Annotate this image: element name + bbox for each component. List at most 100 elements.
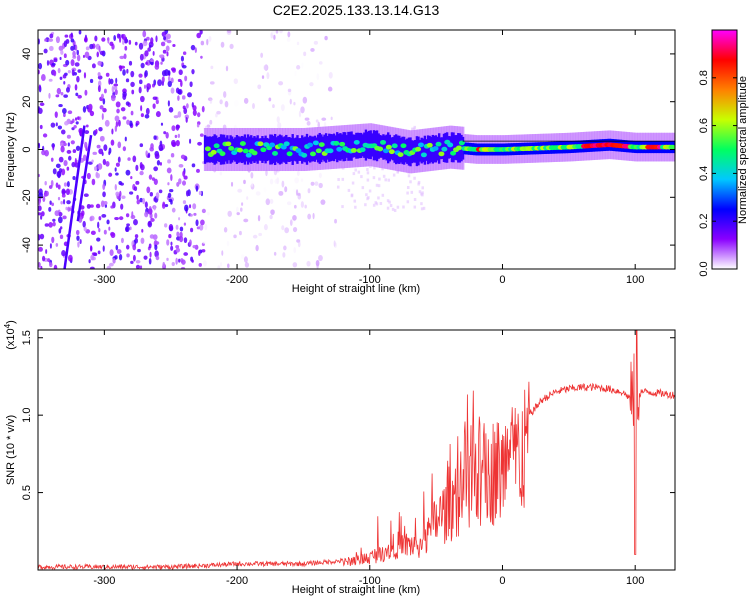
heatmap-cell <box>135 264 141 269</box>
ridge-band <box>358 132 361 159</box>
heatmap-cell <box>144 211 149 218</box>
heatmap-cell <box>192 244 197 249</box>
heatmap-cell <box>194 47 197 53</box>
heatmap-cell <box>44 38 47 42</box>
heatmap-cell <box>56 170 62 178</box>
heatmap-cell <box>263 224 268 231</box>
heatmap-cell <box>279 30 283 34</box>
heatmap-cell <box>148 257 152 265</box>
heatmap-cell <box>202 240 207 245</box>
heatmap-cell <box>101 213 107 218</box>
heatmap-cell <box>97 250 101 255</box>
heatmap-cell <box>49 200 52 205</box>
heatmap-cell <box>126 119 130 125</box>
heatmap-cell <box>86 203 91 209</box>
heatmap-cell <box>178 178 182 185</box>
heatmap-cell <box>96 144 101 149</box>
ridge-core <box>309 151 316 157</box>
heatmap-cell <box>68 155 72 161</box>
heatmap-cell <box>184 204 189 212</box>
heatmap-cell <box>145 61 148 65</box>
heatmap-cell <box>159 162 162 166</box>
heatmap-cell <box>90 230 96 236</box>
ridge-core <box>333 140 340 146</box>
heatmap-cell <box>168 107 174 113</box>
heatmap-cell <box>39 124 43 130</box>
colorbar-frame <box>711 29 738 270</box>
ridge-band <box>270 134 274 165</box>
heatmap-cell <box>280 104 285 112</box>
heatmap-cell <box>71 69 75 76</box>
heatmap-cell <box>240 207 243 212</box>
heatmap-cell <box>46 59 50 66</box>
heatmap-cell <box>97 163 103 170</box>
heatmap-cell <box>199 224 204 231</box>
heatmap-cell <box>98 216 102 221</box>
heatmap-cell <box>52 144 55 151</box>
heatmap-cell <box>63 112 66 118</box>
heatmap-cell <box>320 199 326 205</box>
ridge-band <box>213 134 216 165</box>
heatmap-cell <box>59 142 65 147</box>
ridge-band <box>355 132 358 159</box>
heatmap-cell <box>237 188 243 193</box>
heatmap-cell <box>354 168 357 172</box>
heatmap-cell <box>126 223 130 227</box>
heatmap-cell <box>88 103 93 111</box>
heatmap-cell <box>158 189 163 194</box>
heatmap-cell <box>48 207 52 212</box>
heatmap-cell <box>243 218 249 223</box>
colorbar-tick-label: 0.6 <box>698 118 710 133</box>
heatmap-cell <box>72 50 76 57</box>
heatmap-cell <box>147 208 153 215</box>
heatmap-cell <box>396 205 400 209</box>
heatmap-cell <box>129 226 132 231</box>
heatmap-cell <box>151 177 156 181</box>
heatmap-cell <box>94 166 98 171</box>
heatmap-cell <box>87 161 93 165</box>
heatmap-cell <box>89 245 93 252</box>
heatmap-cell <box>265 198 271 206</box>
heatmap-cell <box>199 30 203 35</box>
x-tick-label: -200 <box>226 575 248 587</box>
heatmap-cell <box>65 59 70 66</box>
heatmap-cell <box>72 176 76 181</box>
ridge-core <box>225 141 232 147</box>
ridge-core <box>239 141 246 146</box>
heatmap-cell <box>77 69 82 73</box>
heatmap-cell <box>386 199 390 203</box>
heatmap-cell <box>177 111 182 118</box>
heatmap-cell <box>375 202 379 206</box>
heatmap-cell <box>281 225 285 231</box>
heatmap-cell <box>210 65 214 70</box>
heatmap-cell <box>38 143 41 149</box>
heatmap-cell <box>165 45 170 52</box>
ridge-core <box>251 150 258 156</box>
ridge-band <box>280 135 283 164</box>
heatmap-cell <box>269 178 274 185</box>
heatmap-cell <box>48 221 53 228</box>
heatmap-cell <box>60 145 65 153</box>
heatmap-cell <box>63 80 66 85</box>
heatmap-cell <box>89 266 95 269</box>
ridge-core <box>382 148 389 154</box>
heatmap-cell <box>44 181 47 186</box>
heatmap-cell <box>114 167 117 172</box>
heatmap-cell <box>78 30 82 35</box>
heatmap-cell <box>110 205 114 209</box>
heatmap-cell <box>216 110 221 115</box>
heatmap-cell <box>189 138 192 144</box>
heatmap-cell <box>316 73 320 80</box>
heatmap-cell <box>293 204 297 209</box>
heatmap-cell <box>40 211 45 217</box>
heatmap-cell <box>67 206 71 212</box>
ridge-band <box>307 137 310 162</box>
heatmap-cell <box>324 35 328 41</box>
heatmap-cell <box>54 210 60 217</box>
ridge-band <box>326 135 329 160</box>
heatmap-cell <box>96 237 101 242</box>
heatmap-cell <box>364 203 367 207</box>
heatmap-cell <box>402 205 405 209</box>
heatmap-cell <box>209 98 213 104</box>
ridge-band <box>278 134 282 165</box>
